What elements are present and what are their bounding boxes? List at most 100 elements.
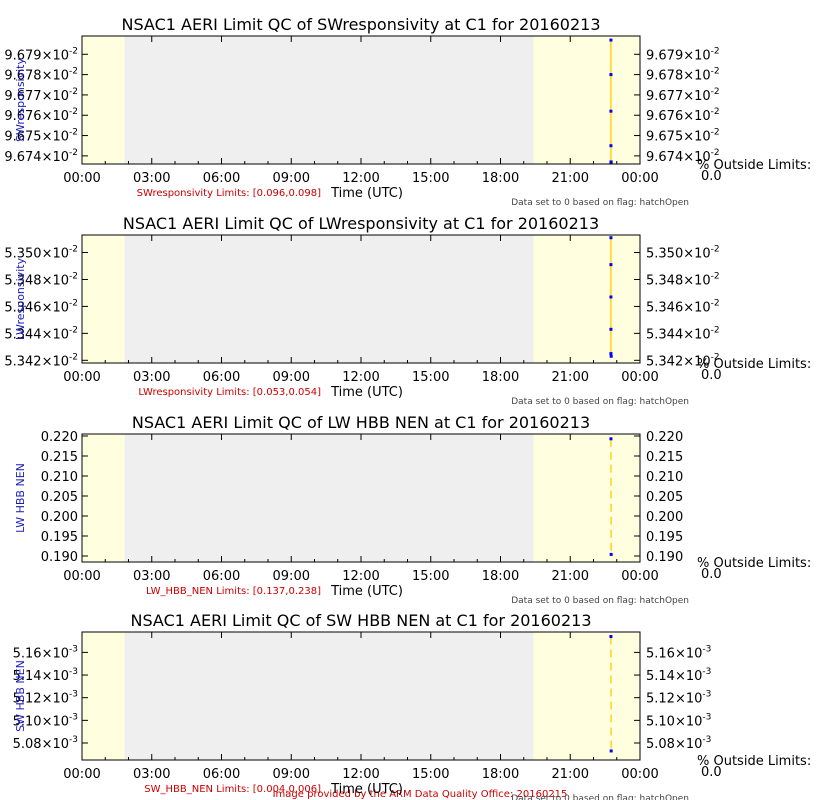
- panel-2-flag-note: Data set to 0 based on flag: hatchOpen: [511, 397, 689, 407]
- panel-3-y-tick-label-right: 0.215: [646, 450, 683, 465]
- panel-4-outside-limits-label: % Outside Limits:: [697, 754, 811, 769]
- panel-4-y-tick-label-right: 5.12×10-3: [646, 690, 711, 707]
- panel-4-y-tick-label-left: 5.10×10-3: [13, 712, 78, 729]
- panel-2-y-tick-label-right: 5.342×10-2: [646, 352, 720, 369]
- panel-4-x-tick-label: 21:00: [552, 767, 589, 782]
- panel-3-y-tick-label-left: 0.220: [41, 430, 78, 445]
- panel-2-x-tick-label: 00:00: [63, 370, 100, 385]
- panel-3-y-tick-label-left: 0.205: [41, 490, 78, 505]
- panel-1-y-tick-label-left: 9.679×10-2: [4, 46, 78, 63]
- panel-4-y-tick-label-right: 5.16×10-3: [646, 644, 711, 661]
- panel-1-y-tick-label-left: 9.677×10-2: [4, 87, 78, 104]
- panel-4-y-axis-label: SW HBB NEN: [14, 660, 27, 732]
- panel-3-daylight-shade: [124, 434, 534, 562]
- panel-1-x-tick-label: 09:00: [273, 171, 310, 186]
- panel-3-outside-limits-label: % Outside Limits:: [697, 556, 811, 571]
- panel-4-y-tick-label-right: 5.08×10-3: [646, 735, 711, 752]
- panel-4-daylight-shade: [124, 632, 534, 760]
- panel-3-title: NSAC1 AERI Limit QC of LW HBB NEN at C1 …: [132, 413, 590, 432]
- panel-2-x-tick-label: 21:00: [552, 370, 589, 385]
- panel-2-x-axis-label: Time (UTC): [330, 385, 403, 400]
- panel-3-x-tick-label: 18:00: [482, 569, 519, 584]
- panel-2-x-tick-label: 15:00: [412, 370, 449, 385]
- panel-3-data-point: [609, 437, 613, 441]
- panel-2-y-tick-label-right: 5.346×10-2: [646, 298, 720, 315]
- panel-4-y-tick-label-left: 5.14×10-3: [13, 667, 78, 684]
- panel-2-y-tick-label-left: 5.344×10-2: [4, 325, 78, 342]
- panel-3-x-tick-label: 00:00: [621, 569, 658, 584]
- panel-1-y-tick-label-right: 9.675×10-2: [646, 128, 720, 145]
- panel-1-x-tick-label: 00:00: [621, 171, 658, 186]
- panel-1-daylight-shade: [124, 36, 534, 164]
- panel-1-y-tick-label-left: 9.675×10-2: [4, 128, 78, 145]
- panel-1-night-shade-right: [533, 36, 640, 164]
- panel-2-x-tick-label: 12:00: [342, 370, 379, 385]
- panel-3-y-tick-label-left: 0.195: [41, 530, 78, 545]
- panel-2-y-tick-label-right: 5.344×10-2: [646, 325, 720, 342]
- panel-3-limits-label: LW_HBB_NEN Limits: [0.137,0.238]: [146, 586, 321, 597]
- panel-4-night-shade-right: [533, 632, 640, 760]
- panel-3-night-shade-left: [82, 434, 125, 562]
- panel-2-y-tick-label-left: 5.342×10-2: [4, 352, 78, 369]
- panel-3-y-axis-label: LW HBB NEN: [14, 463, 27, 533]
- panel-2-y-tick-label-right: 5.350×10-2: [646, 245, 720, 262]
- panel-2-data-point: [609, 352, 613, 356]
- panel-4-x-tick-label: 00:00: [63, 767, 100, 782]
- panel-1-y-tick-label-right: 9.676×10-2: [646, 107, 720, 124]
- panel-2-y-tick-label-left: 5.346×10-2: [4, 298, 78, 315]
- panel-2-data-point: [609, 295, 613, 299]
- panel-2-data-point: [609, 354, 613, 358]
- panel-2-x-tick-label: 06:00: [203, 370, 240, 385]
- panel-3-night-shade-right: [533, 434, 640, 562]
- panel-1-y-tick-label-right: 9.677×10-2: [646, 87, 720, 104]
- panel-1-y-tick-label-right: 9.679×10-2: [646, 46, 720, 63]
- panel-2-y-axis-label: LWresponsivity: [14, 257, 27, 340]
- panel-3-y-tick-label-left: 0.200: [41, 510, 78, 525]
- panel-3-x-tick-label: 00:00: [63, 569, 100, 584]
- panel-2-x-tick-label: 00:00: [621, 370, 658, 385]
- panel-4-y-tick-label-right: 5.14×10-3: [646, 667, 711, 684]
- panel-2-x-tick-label: 18:00: [482, 370, 519, 385]
- panel-4-x-tick-label: 00:00: [621, 767, 658, 782]
- panel-2-night-shade-left: [82, 235, 125, 363]
- panel-2-title: NSAC1 AERI Limit QC of LWresponsivity at…: [123, 214, 599, 233]
- panel-3-x-axis-label: Time (UTC): [330, 584, 403, 599]
- panel-4-data-point: [609, 749, 613, 753]
- panel-1-x-tick-label: 21:00: [552, 171, 589, 186]
- panel-2-daylight-shade: [124, 235, 534, 363]
- panel-4-flag-note: Data set to 0 based on flag: hatchOpen: [511, 794, 689, 800]
- panel-2-y-tick-label-left: 5.350×10-2: [4, 245, 78, 262]
- panel-1-y-tick-label-right: 9.678×10-2: [646, 67, 720, 84]
- panel-2-outside-limits-value: 0.0: [701, 368, 722, 383]
- panel-2-night-shade-right: [533, 235, 640, 363]
- panel-2-limits-label: LWresponsivity Limits: [0.053,0.054]: [138, 387, 321, 398]
- panel-1-x-tick-label: 00:00: [63, 171, 100, 186]
- panel-4-x-tick-label: 03:00: [133, 767, 170, 782]
- panel-1-night-shade-left: [82, 36, 125, 164]
- panel-4-y-tick-label-right: 5.10×10-3: [646, 712, 711, 729]
- panel-2-y-tick-label-right: 5.348×10-2: [646, 271, 720, 288]
- panel-1-y-axis-label: SWresponsivity: [14, 58, 27, 142]
- panel-1-y-tick-label-left: 9.676×10-2: [4, 107, 78, 124]
- panel-1-limits-label: SWresponsivity Limits: [0.096,0.098]: [137, 188, 321, 199]
- panel-4-x-tick-label: 09:00: [273, 767, 310, 782]
- panel-2-outside-limits-label: % Outside Limits:: [697, 357, 811, 372]
- panel-3-y-tick-label-left: 0.210: [41, 470, 78, 485]
- panel-3-x-tick-label: 12:00: [342, 569, 379, 584]
- panel-3-x-tick-label: 03:00: [133, 569, 170, 584]
- footer-credit: Image provided by the ARM Data Quality O…: [273, 789, 568, 800]
- panel-1-flag-note: Data set to 0 based on flag: hatchOpen: [511, 198, 689, 208]
- panel-3-y-tick-label-right: 0.220: [646, 430, 683, 445]
- panel-1-x-axis-label: Time (UTC): [330, 186, 403, 201]
- panel-3-y-tick-label-right: 0.200: [646, 510, 683, 525]
- panel-4-data-point: [609, 635, 613, 639]
- panel-1-x-tick-label: 18:00: [482, 171, 519, 186]
- panel-1-x-tick-label: 06:00: [203, 171, 240, 186]
- panel-1-x-tick-label: 03:00: [133, 171, 170, 186]
- panel-4-x-tick-label: 12:00: [342, 767, 379, 782]
- panel-1-y-tick-label-right: 9.674×10-2: [646, 148, 720, 165]
- panel-4-y-tick-label-left: 5.16×10-3: [13, 644, 78, 661]
- panel-1-outside-limits-value: 0.0: [701, 169, 722, 184]
- panel-2-data-point: [609, 263, 613, 267]
- panel-2-data-point: [609, 236, 613, 240]
